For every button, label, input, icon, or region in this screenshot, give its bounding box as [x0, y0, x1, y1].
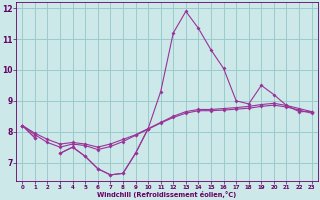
X-axis label: Windchill (Refroidissement éolien,°C): Windchill (Refroidissement éolien,°C) — [97, 191, 236, 198]
